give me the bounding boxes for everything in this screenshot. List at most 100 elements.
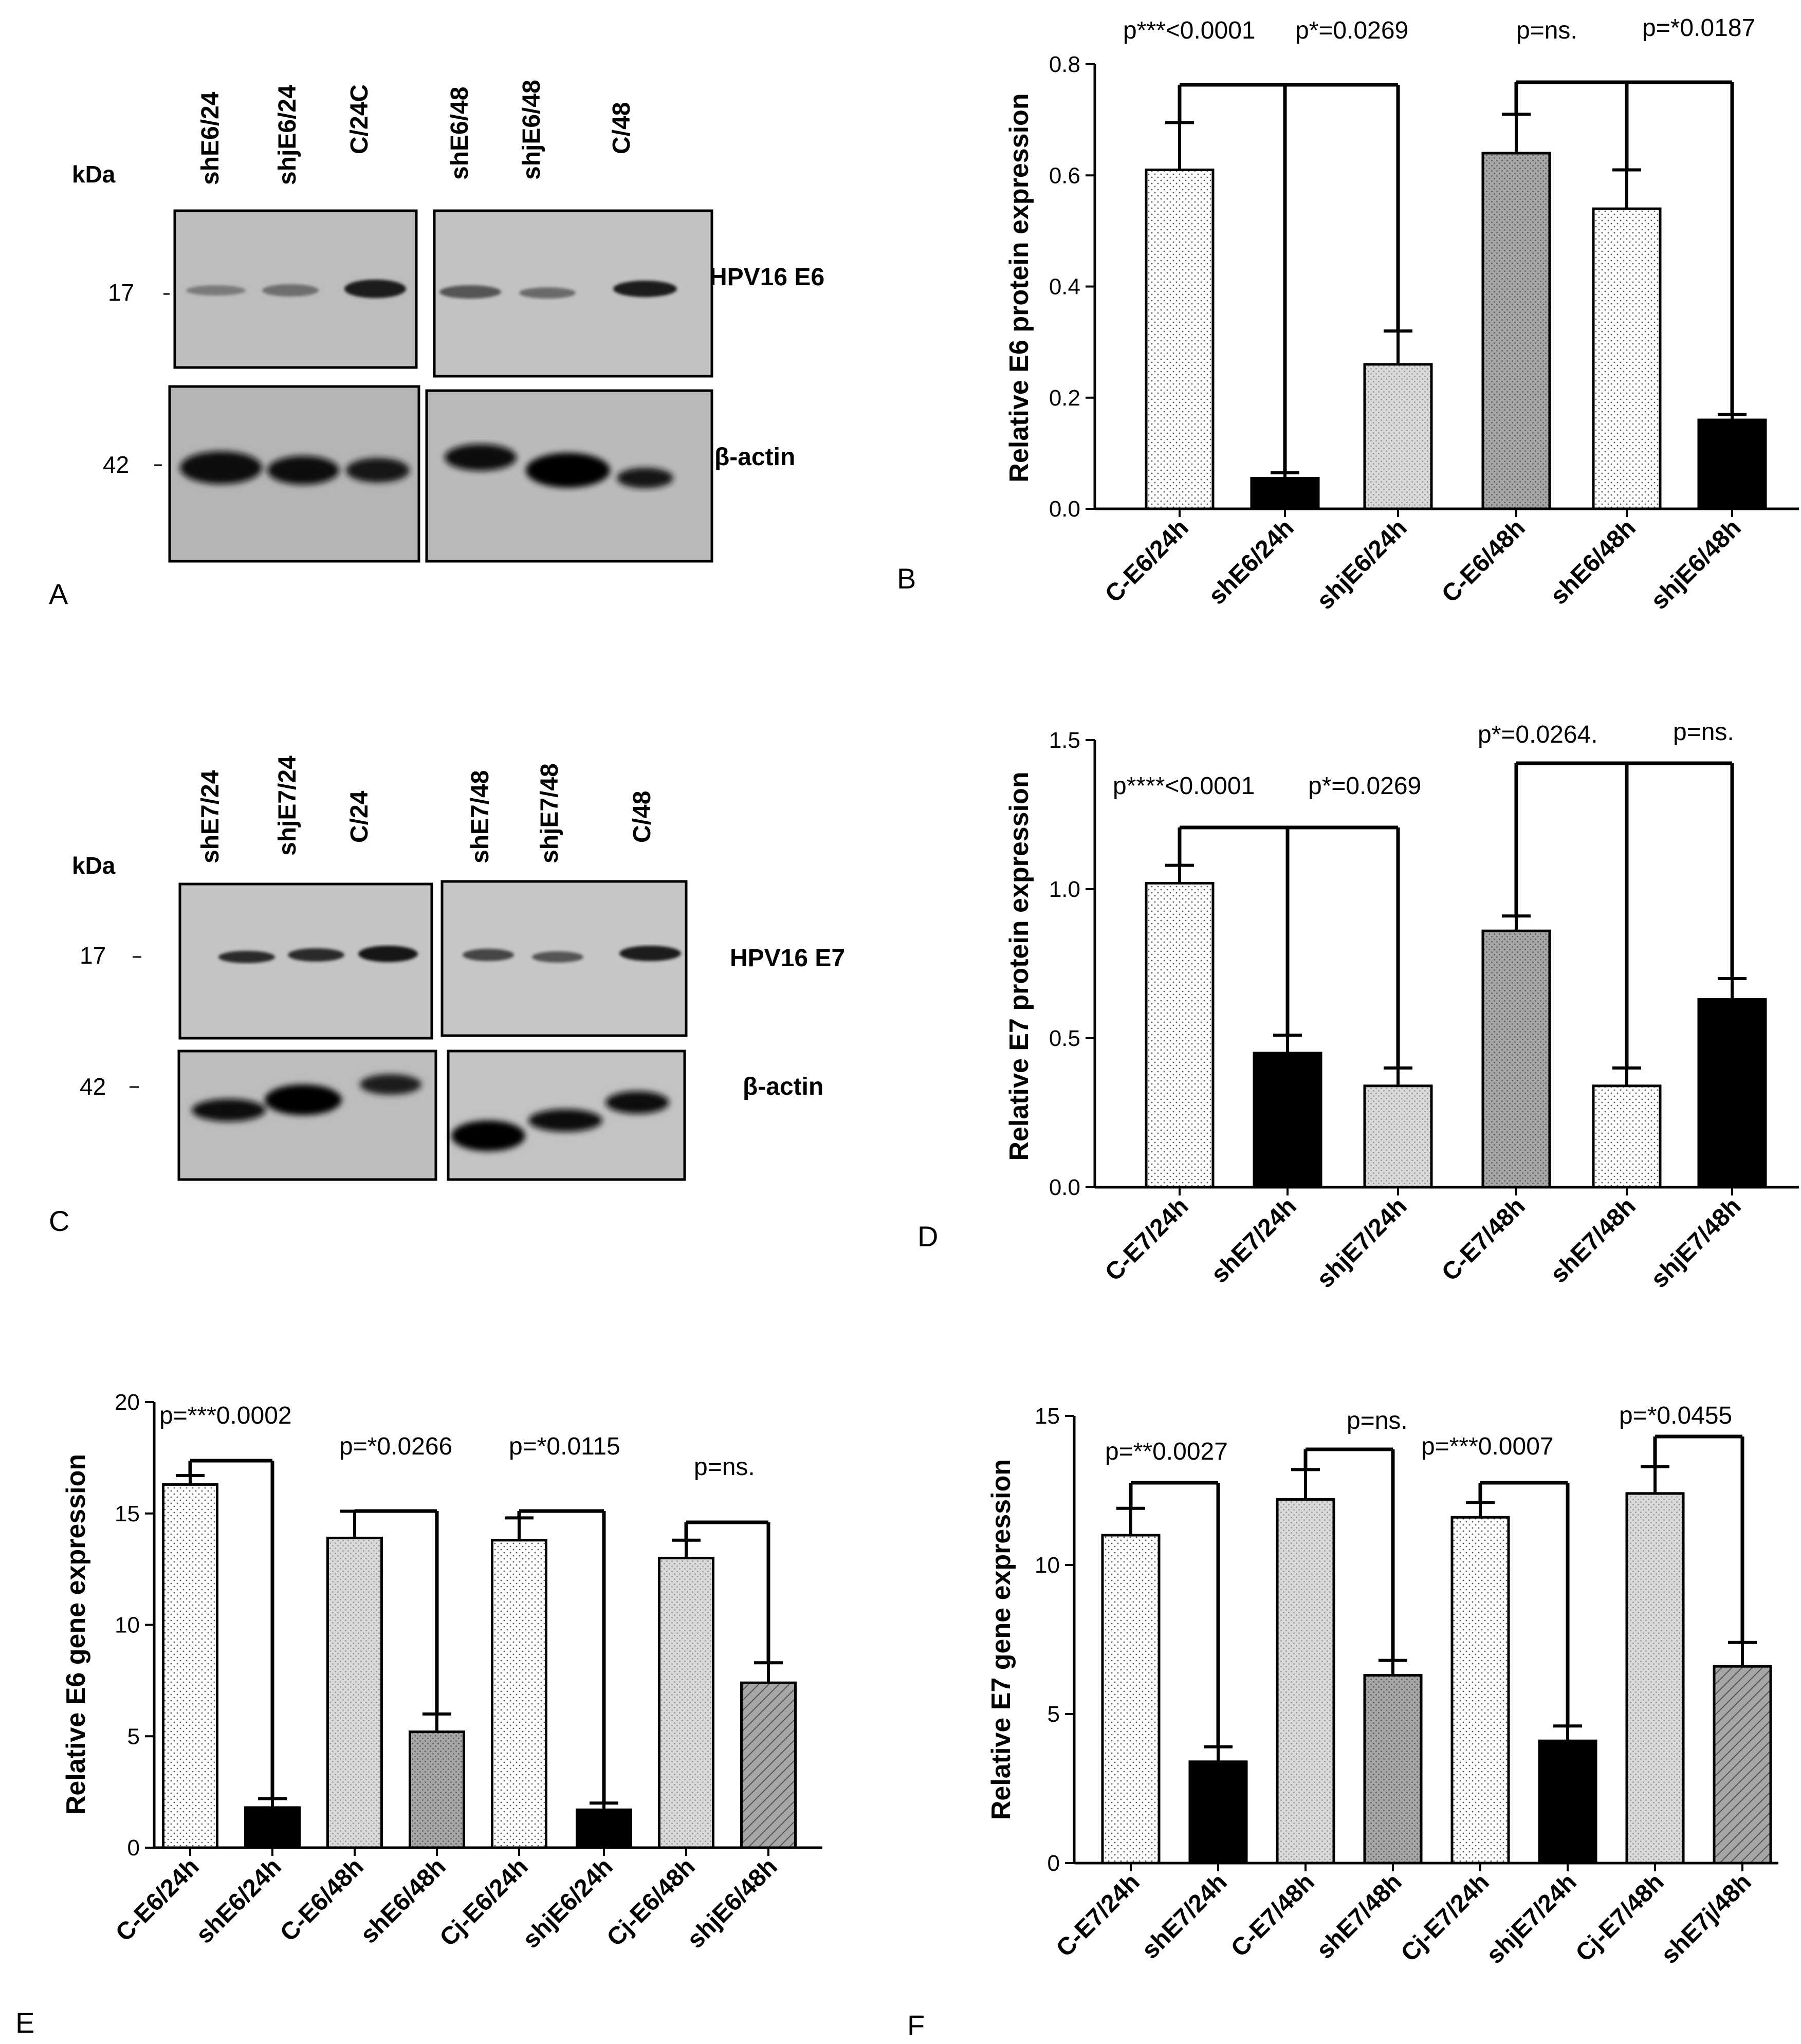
kda-label: kDa bbox=[72, 852, 116, 879]
bar bbox=[1145, 168, 1215, 510]
bar bbox=[1538, 1739, 1597, 1865]
mw-marker: 42 bbox=[80, 1073, 106, 1100]
lane-label: shE7/24 bbox=[197, 770, 224, 863]
x-tick-label: C-E7/24h bbox=[1051, 1868, 1145, 1962]
bar bbox=[1363, 363, 1433, 510]
lane-label: shE6/48 bbox=[446, 87, 473, 180]
x-tick-label: C-E6/24h bbox=[1100, 514, 1194, 608]
bar bbox=[1145, 881, 1215, 1189]
chart-d: 0.0 0.5 1.0 1.5 Relative E7 protein expressi… bbox=[1004, 719, 1799, 1293]
y-tick-label: 1.0 bbox=[1049, 877, 1080, 902]
lane-label: C/48 bbox=[608, 102, 635, 154]
x-tick-label: C-E7/48h bbox=[1226, 1868, 1320, 1962]
bar bbox=[1481, 929, 1551, 1189]
bar bbox=[1101, 1534, 1161, 1865]
bar bbox=[740, 1681, 797, 1849]
chart-e: 0 5 10 15 20 Relative E6 gene expression C-E6/… bbox=[61, 1390, 822, 1954]
lane-label: shE6/24 bbox=[197, 91, 224, 185]
x-tick-label: shE6/24h bbox=[191, 1853, 287, 1949]
bar bbox=[1253, 1052, 1322, 1189]
panel-label-d: D bbox=[917, 1220, 938, 1253]
p-value-annotation: p=ns. bbox=[694, 1453, 755, 1481]
p-value-annotation: p=**0.0027 bbox=[1105, 1438, 1228, 1465]
y-axis-label: Relative E7 gene expression bbox=[986, 1459, 1016, 1820]
y-tick-label: 5 bbox=[127, 1724, 140, 1749]
p-value-annotation: p*=0.0264. bbox=[1478, 721, 1598, 748]
p-value-annotation: p*=0.0269 bbox=[1295, 17, 1408, 44]
bar bbox=[1188, 1760, 1248, 1865]
bar bbox=[1625, 1492, 1685, 1865]
x-tick-label: C-E6/48h bbox=[1437, 514, 1531, 608]
y-tick-label: 0.5 bbox=[1049, 1026, 1080, 1051]
lane-label: shE7/48 bbox=[467, 770, 494, 863]
bar bbox=[658, 1556, 714, 1849]
lane-label: shjE6/24 bbox=[274, 85, 301, 185]
bar bbox=[576, 1808, 632, 1849]
bar bbox=[1713, 1665, 1772, 1865]
bar bbox=[162, 1483, 218, 1849]
actin-bands bbox=[180, 444, 673, 488]
bar bbox=[1481, 152, 1551, 510]
bar bbox=[1592, 207, 1662, 510]
p-value-annotation: p*=0.0269 bbox=[1308, 772, 1421, 800]
bar bbox=[244, 1806, 301, 1849]
bar bbox=[1697, 998, 1767, 1189]
y-axis-label: Relative E6 gene expression bbox=[61, 1454, 91, 1815]
protein-label: HPV16 E7 bbox=[730, 945, 845, 972]
blot-bands bbox=[218, 946, 681, 963]
y-tick-label: 0.0 bbox=[1049, 1175, 1080, 1200]
x-tick-label: C-E7/24h bbox=[1100, 1192, 1194, 1286]
lane-label: shjE7/48 bbox=[536, 763, 563, 863]
lane-label: C/24C bbox=[346, 84, 373, 154]
x-tick-label: Cj-E7/48h bbox=[1571, 1868, 1669, 1967]
mw-marker: 42 bbox=[103, 451, 129, 478]
y-axis-label: Relative E6 protein expression bbox=[1004, 93, 1034, 482]
x-tick-label: shjE6/48h bbox=[1646, 514, 1747, 615]
y-tick-label: 10 bbox=[115, 1613, 140, 1638]
p-value-annotation: p=ns. bbox=[1347, 1407, 1408, 1434]
x-tick-label: shE7/24h bbox=[1206, 1192, 1302, 1288]
chart-f: 0 5 10 15 Relative E7 gene expression C-E7/24… bbox=[986, 1402, 1778, 1969]
bar bbox=[491, 1539, 547, 1849]
x-tick-label: Cj-E6/24h bbox=[435, 1853, 534, 1951]
protein-label: HPV16 E6 bbox=[709, 264, 824, 291]
y-tick-label: 0 bbox=[1047, 1851, 1060, 1876]
panel-c-blot: shE7/24 shjE7/24 C/24 shE7/48 shjE7/48 C… bbox=[49, 756, 845, 1237]
bar bbox=[1592, 1084, 1662, 1189]
y-tick-label: 1.5 bbox=[1049, 728, 1080, 753]
x-tick-label: C-E6/24h bbox=[111, 1853, 205, 1947]
x-tick-label: shjE6/48h bbox=[682, 1853, 783, 1954]
p-value-annotation: p=*0.0455 bbox=[1619, 1402, 1732, 1429]
y-tick-label: 0.2 bbox=[1049, 385, 1080, 411]
panel-label-f: F bbox=[907, 2009, 925, 2041]
blot-bands bbox=[186, 280, 677, 299]
x-tick-label: Cj-E7/24h bbox=[1396, 1868, 1495, 1967]
protein-label: β-actin bbox=[714, 444, 795, 471]
y-tick-label: 0.6 bbox=[1049, 163, 1080, 188]
bar bbox=[1250, 477, 1320, 510]
y-tick-label: 0 bbox=[127, 1835, 140, 1861]
actin-bands bbox=[192, 1074, 669, 1151]
x-tick-label: shjE6/24h bbox=[518, 1853, 618, 1954]
bar bbox=[1276, 1498, 1335, 1865]
lane-label: C/24 bbox=[346, 790, 373, 843]
p-value-annotation: p****<0.0001 bbox=[1113, 772, 1255, 800]
x-tick-label: C-E7/48h bbox=[1437, 1192, 1531, 1286]
x-tick-label: shE6/48h bbox=[1545, 514, 1641, 610]
y-tick-label: 0.8 bbox=[1049, 52, 1080, 77]
protein-label: β-actin bbox=[743, 1073, 823, 1100]
x-tick-label: C-E6/48h bbox=[275, 1853, 369, 1947]
p-value-annotation: p=*0.0266 bbox=[339, 1433, 452, 1460]
x-tick-label: shjE7/48h bbox=[1646, 1192, 1747, 1293]
p-value-annotation: p=*0.0187 bbox=[1642, 14, 1755, 42]
x-tick-label: shE6/24h bbox=[1203, 514, 1299, 610]
lane-label: C/48 bbox=[629, 791, 656, 843]
x-tick-label: shjE6/24h bbox=[1312, 514, 1412, 615]
bar bbox=[1363, 1084, 1433, 1189]
panel-label-a: A bbox=[49, 578, 68, 610]
y-tick-label: 20 bbox=[115, 1390, 140, 1415]
mw-marker: 17 bbox=[80, 942, 106, 969]
x-tick-label: shjE7/24h bbox=[1481, 1868, 1582, 1969]
panel-label-e: E bbox=[15, 2006, 34, 2039]
panel-label-b: B bbox=[897, 562, 916, 595]
